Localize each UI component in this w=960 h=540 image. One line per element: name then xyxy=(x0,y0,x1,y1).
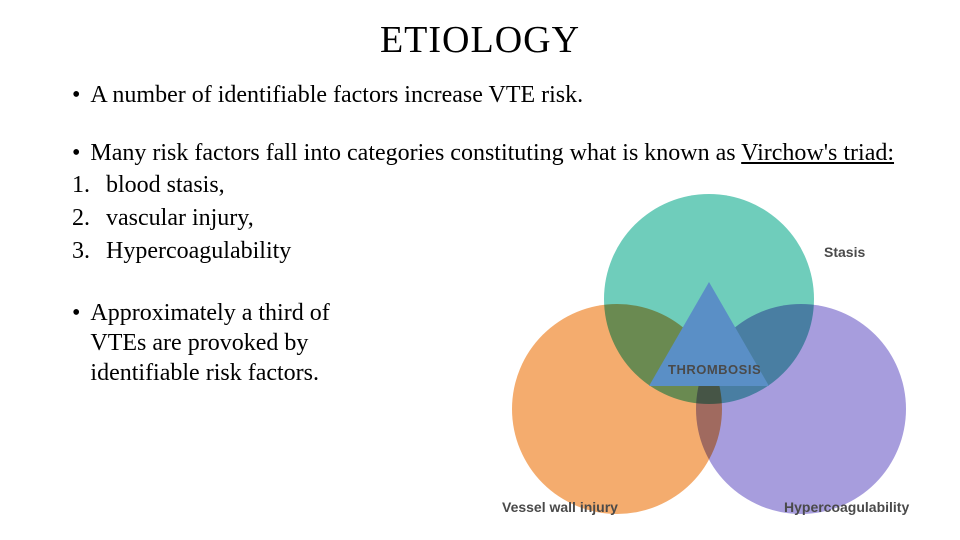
bullet-dot-icon: • xyxy=(72,298,80,328)
bullet-2: • Many risk factors fall into categories… xyxy=(72,138,920,168)
bullet-2-underlined: Virchow's triad: xyxy=(741,140,894,166)
bullet-3-line-1: Approximately a third of xyxy=(90,300,329,326)
bullet-3: • Approximately a third of VTEs are prov… xyxy=(72,298,432,390)
bullet-3-line-3: identifiable risk factors. xyxy=(90,360,319,386)
list-number: 3. xyxy=(72,236,106,267)
bullet-2-part-a: Many risk factors fall into categories c… xyxy=(90,140,741,166)
bullet-2-text: Many risk factors fall into categories c… xyxy=(90,138,894,168)
list-number: 2. xyxy=(72,203,106,234)
list-text: blood stasis, xyxy=(106,170,225,201)
bullet-1: • A number of identifiable factors incre… xyxy=(72,80,920,110)
list-number: 1. xyxy=(72,170,106,201)
bullet-dot-icon: • xyxy=(72,138,80,168)
bullet-1-text: A number of identifiable factors increas… xyxy=(90,80,583,110)
venn-label-center: THROMBOSIS xyxy=(668,362,761,377)
bullet-dot-icon: • xyxy=(72,80,80,110)
venn-label-stasis: Stasis xyxy=(824,244,865,260)
venn-label-vessel: Vessel wall injury xyxy=(502,499,618,515)
venn-label-hyper: Hypercoagulability xyxy=(784,499,909,515)
bullet-3-line-2: VTEs are provoked by xyxy=(90,330,308,356)
venn-diagram: Stasis Vessel wall injury Hypercoagulabi… xyxy=(494,194,924,514)
list-text: vascular injury, xyxy=(106,203,254,234)
list-text: Hypercoagulability xyxy=(106,236,291,267)
slide-title: ETIOLOGY xyxy=(0,0,960,80)
